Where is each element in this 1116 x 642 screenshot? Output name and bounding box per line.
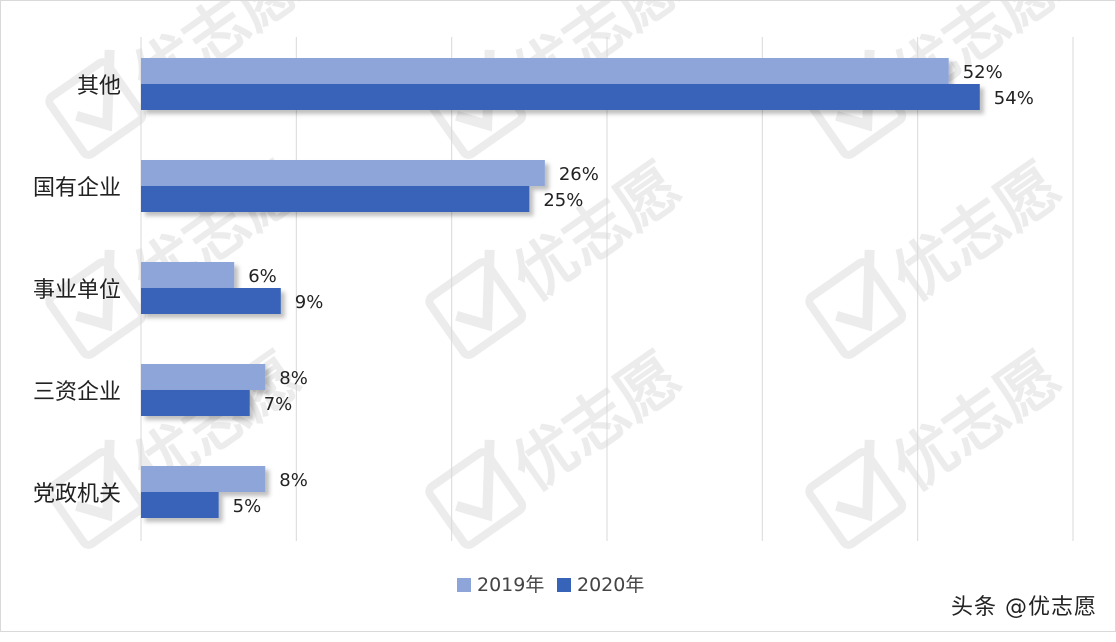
watermark-check-icon <box>75 249 115 332</box>
category-label: 其他 <box>77 74 121 99</box>
bar <box>141 390 250 416</box>
legend: 2019年 2020年 <box>457 574 644 596</box>
watermark-check-icon <box>75 439 115 522</box>
watermark-logo: 优志愿 <box>805 339 1074 549</box>
legend-label: 2020年 <box>577 574 644 596</box>
watermark-check-icon <box>455 249 495 332</box>
watermark-brand-text: 优志愿 <box>879 339 1073 505</box>
watermark-check-box <box>425 258 527 359</box>
legend-label: 2019年 <box>477 574 544 596</box>
data-label: 25% <box>543 190 583 211</box>
legend-swatch <box>457 578 471 592</box>
bar <box>141 84 980 110</box>
bar-chart: 优志愿优志愿优志愿优志愿优志愿优志愿优志愿优志愿优志愿 52%54%26%25%… <box>33 1 1074 596</box>
watermark-check-box <box>45 448 147 549</box>
data-label: 7% <box>264 394 293 415</box>
gridlines <box>140 37 1074 541</box>
watermark-caption: 头条 @优志愿 <box>951 595 1097 620</box>
watermark-logo: 优志愿 <box>805 149 1074 359</box>
watermark-check-icon <box>75 49 115 132</box>
watermark-check-icon <box>455 439 495 522</box>
watermark-check-box <box>805 258 907 359</box>
legend-swatch <box>557 578 571 592</box>
bar <box>141 364 266 390</box>
bar <box>141 288 281 314</box>
watermark-check-box <box>45 258 147 359</box>
bar <box>141 262 235 288</box>
watermark-logo: 优志愿 <box>45 339 314 549</box>
category-label: 三资企业 <box>33 380 121 405</box>
data-label: 6% <box>248 266 277 287</box>
data-label: 54% <box>994 88 1034 109</box>
watermark-check-box <box>45 58 147 159</box>
watermark-check-icon <box>835 249 875 332</box>
watermark-check-box <box>425 448 527 549</box>
bar <box>141 466 266 492</box>
data-labels-group: 52% 54% 26% 25% 6% 9% 8% 7% 8% 5% <box>233 62 1034 517</box>
bars-group <box>141 58 980 518</box>
category-label: 党政机关 <box>33 482 121 507</box>
watermark-check-box <box>805 448 907 549</box>
watermark-brand-text: 优志愿 <box>879 149 1073 315</box>
bar <box>141 186 530 212</box>
data-label: 9% <box>295 292 324 313</box>
bar <box>141 160 545 186</box>
data-label: 8% <box>279 470 308 491</box>
bar <box>141 58 949 84</box>
category-label: 国有企业 <box>33 176 121 201</box>
watermark-brand-text: 优志愿 <box>499 339 693 505</box>
data-label: 52% <box>963 62 1003 83</box>
category-label: 事业单位 <box>33 278 121 303</box>
data-label: 26% <box>559 164 599 185</box>
data-label: 5% <box>233 496 262 517</box>
bar <box>141 492 219 518</box>
watermark-check-icon <box>835 439 875 522</box>
watermark-logo: 优志愿 <box>425 339 694 549</box>
data-label: 8% <box>279 368 308 389</box>
